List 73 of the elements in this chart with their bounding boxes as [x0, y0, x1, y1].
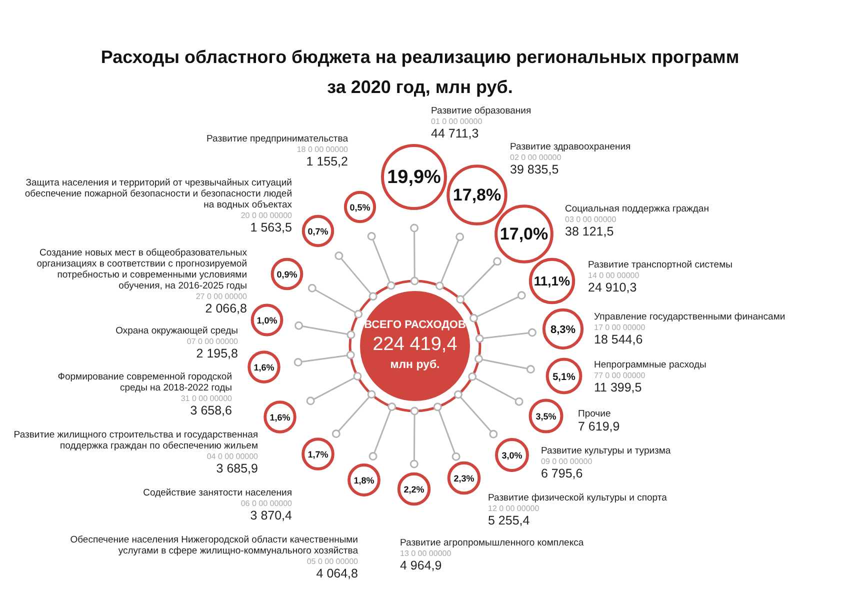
data-label: 1 155,2: [306, 154, 348, 169]
data-label: 0,7%: [308, 226, 328, 236]
text: 07 0 00 00000: [186, 337, 238, 346]
data-label: 0,5%: [350, 202, 370, 212]
data-label: 2 195,8: [196, 346, 238, 361]
data-label: 11 399,5: [594, 380, 642, 395]
data-label: 6 795,6: [541, 466, 583, 481]
data-label: 44 711,3: [431, 126, 479, 141]
data-label: 7 619,9: [578, 420, 620, 434]
data-label: 5,1%: [552, 372, 576, 383]
text: 14 0 00 00000: [588, 271, 640, 280]
data-label: 2,2%: [404, 484, 424, 494]
data-label: 3 685,9: [216, 462, 258, 476]
category-label: Развитие культуры и туризма: [541, 445, 672, 456]
category-label: Содействие занятости населения: [143, 487, 292, 498]
category-label: Развитие жилищного строительства и государственная поддержка граждан по обеспечению жильем: [14, 429, 258, 452]
text: 05 0 00 00000: [306, 557, 358, 566]
data-label: 17,8%: [452, 186, 502, 205]
category-label: Создание новых мест в общеобразовательных организациях в соответствии с прогнозируемой потребностью и современными условиями обучения, на 2016-2025 годы: [36, 247, 248, 292]
data-label: 4 064,8: [316, 566, 358, 581]
category-label: Непрограммные расходы: [594, 359, 707, 370]
text: 06 0 00 00000: [240, 499, 292, 508]
category-label: Обеспечение населения Нижегородской области качественными услугами в сфере жилищно-коммунального хозяйства: [70, 534, 359, 556]
data-label: 2 066,8: [205, 302, 248, 316]
data-label: 19,9%: [387, 167, 442, 188]
category-label: Развитие физической культуры и спорта: [488, 492, 668, 504]
text: 13 0 00 00000: [400, 549, 452, 558]
data-label: 3 658,6: [190, 404, 232, 418]
category-label: Развитие транспортной системы: [588, 259, 733, 270]
data-label: 3 870,4: [250, 508, 292, 523]
data-label: 1 563,5: [250, 220, 292, 235]
text: 17 0 00 00000: [594, 323, 646, 332]
data-label: 4 964,9: [400, 558, 442, 573]
text: 03 0 00 00000: [565, 215, 616, 224]
text: 09 0 00 00000: [541, 457, 592, 466]
data-label: 39 835,5: [510, 162, 559, 177]
data-label: 1,6%: [254, 362, 274, 372]
data-label: 24 910,3: [588, 280, 637, 295]
category-label: Развитие предпринимательства: [206, 133, 349, 144]
text: 04 0 00 00000: [206, 452, 258, 462]
data-label: 0,9%: [276, 269, 298, 280]
category-label: Прочие: [578, 408, 611, 420]
text: 12 0 00 00000: [488, 504, 540, 514]
data-label: 3,0%: [502, 450, 522, 460]
data-label: 3,5%: [536, 411, 556, 422]
data-label: 1,7%: [308, 449, 328, 460]
data-label: 2,3%: [454, 473, 474, 484]
category-label: Развитие здравоохранения: [510, 141, 631, 152]
data-label: 1,0%: [256, 315, 278, 326]
category-label: Охрана окружающей среды: [116, 325, 238, 336]
text: 01 0 00 00000: [431, 117, 482, 126]
data-label: 38 121,5: [565, 224, 614, 239]
category-label: Защита населения и территорий от чрезвычайных ситуаций обеспечение пожарной безопасности и безопасности людей на водных объектах: [24, 177, 292, 210]
text: 27 0 00 00000: [196, 292, 247, 302]
data-label: 1,8%: [354, 475, 374, 486]
category-label: Развитие образования: [431, 105, 532, 116]
data-label: 5 255,4: [488, 514, 530, 528]
text: 31 0 00 00000: [180, 394, 232, 404]
data-label: 17,0%: [500, 224, 548, 244]
data-label: 1,6%: [270, 412, 290, 422]
category-label: Управление государственными финансами: [594, 311, 786, 322]
text: 20 0 00 00000: [240, 211, 292, 220]
text: 77 0 00 00000: [594, 371, 646, 380]
category-label: Развитие агропромышленного комплекса: [400, 537, 584, 548]
text: Расходы областного бюджета на реализацию региональных программ за 2020 год, млн руб.: [100, 46, 740, 97]
category-label: Социальная поддержка граждан: [565, 203, 709, 214]
data-label: 11,1%: [534, 274, 571, 289]
data-label: 8,3%: [550, 324, 576, 336]
text: ВСЕГО РАСХОДОВ 224 419,4 млн руб.: [364, 319, 466, 372]
text: 02 0 00 00000: [510, 153, 562, 162]
text: 18 0 00 00000: [296, 145, 348, 154]
category-label: Формирование современной городской среды на 2018-2022 годы: [58, 371, 232, 394]
data-label: 18 544,6: [594, 332, 643, 347]
